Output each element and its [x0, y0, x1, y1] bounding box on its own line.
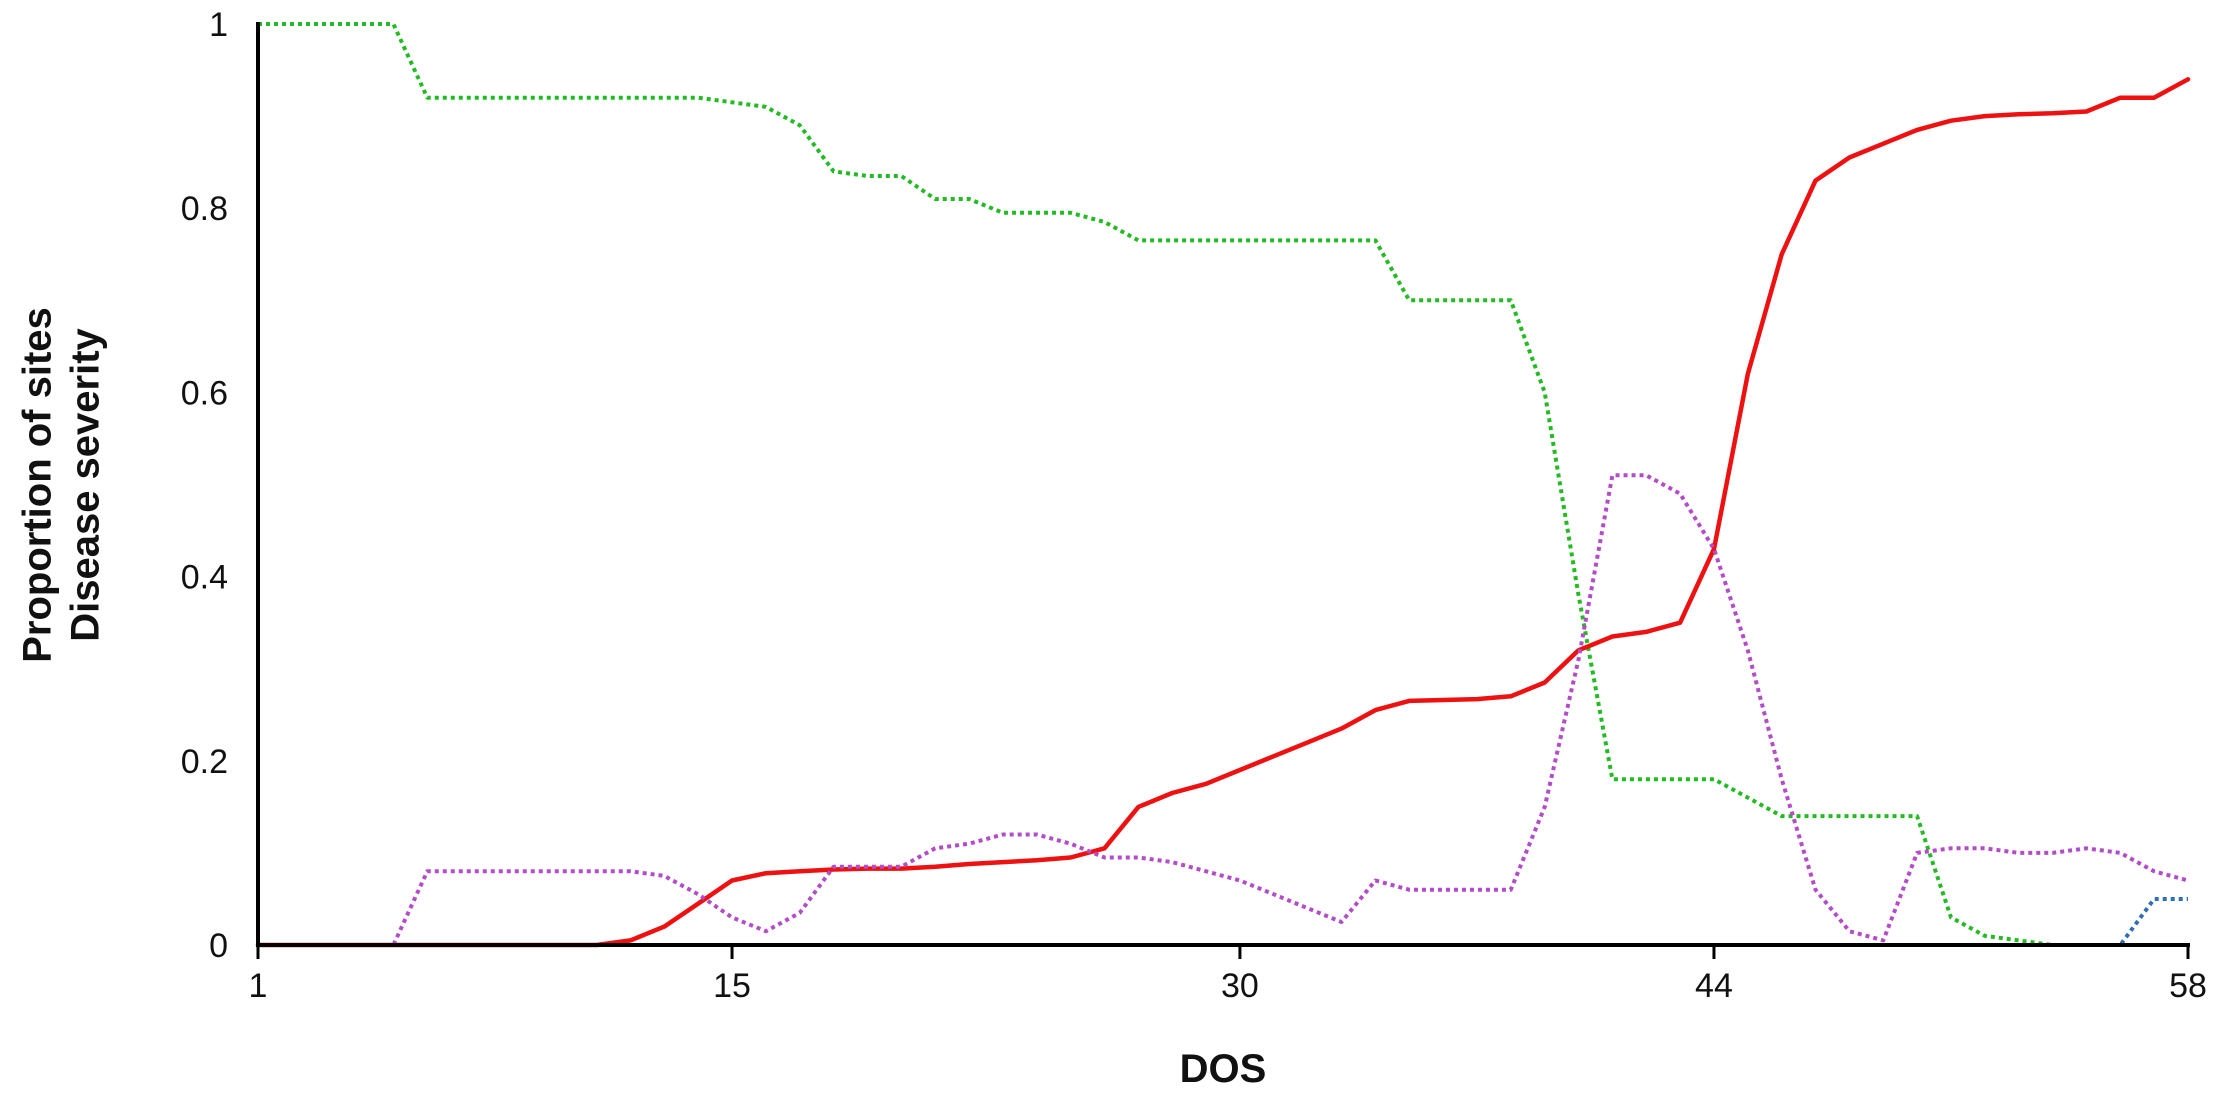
x-tick-label: 58: [2169, 967, 2207, 1005]
axis-layer: [256, 22, 2190, 959]
y-tick-label: 0.8: [181, 190, 228, 228]
y-axis-title-line-2: Disease severity: [64, 327, 108, 641]
x-tick-label: 30: [1221, 967, 1259, 1005]
label-layer: 1 15 30 44 58 0 0.2 0.4 0.6 0.8 1 DOS Proportion of …: [16, 6, 2207, 1091]
x-tick-label: 1: [249, 967, 268, 1005]
y-tick-label: 0.2: [181, 743, 228, 781]
y-tick-label: 0: [209, 927, 228, 965]
y-axis-title-line-1: Proportion of sites: [16, 307, 60, 663]
series-line-0: [258, 22, 2188, 947]
x-tick-label: 15: [713, 967, 751, 1005]
series-line-1: [255, 77, 2191, 948]
series-layer: [255, 22, 2191, 948]
series-line-2: [258, 473, 2189, 947]
y-tick-label: 0.4: [181, 559, 228, 597]
y-tick-label: 1: [209, 6, 228, 44]
x-tick-label: 44: [1695, 967, 1733, 1005]
x-axis-title: DOS: [1180, 1047, 1267, 1091]
y-tick-label: 0.6: [181, 374, 228, 412]
